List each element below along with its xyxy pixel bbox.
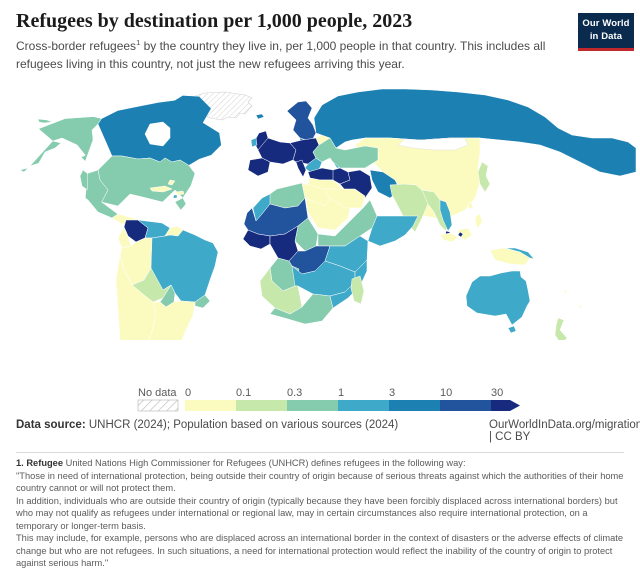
svg-text:0: 0 <box>185 387 191 399</box>
svg-text:0.1: 0.1 <box>236 387 251 399</box>
svg-text:1: 1 <box>338 387 344 399</box>
svg-text:0.3: 0.3 <box>287 387 302 399</box>
svg-text:30: 30 <box>491 387 503 399</box>
svg-text:10: 10 <box>440 387 452 399</box>
svg-text:No data: No data <box>138 387 177 399</box>
svg-text:3: 3 <box>389 387 395 399</box>
